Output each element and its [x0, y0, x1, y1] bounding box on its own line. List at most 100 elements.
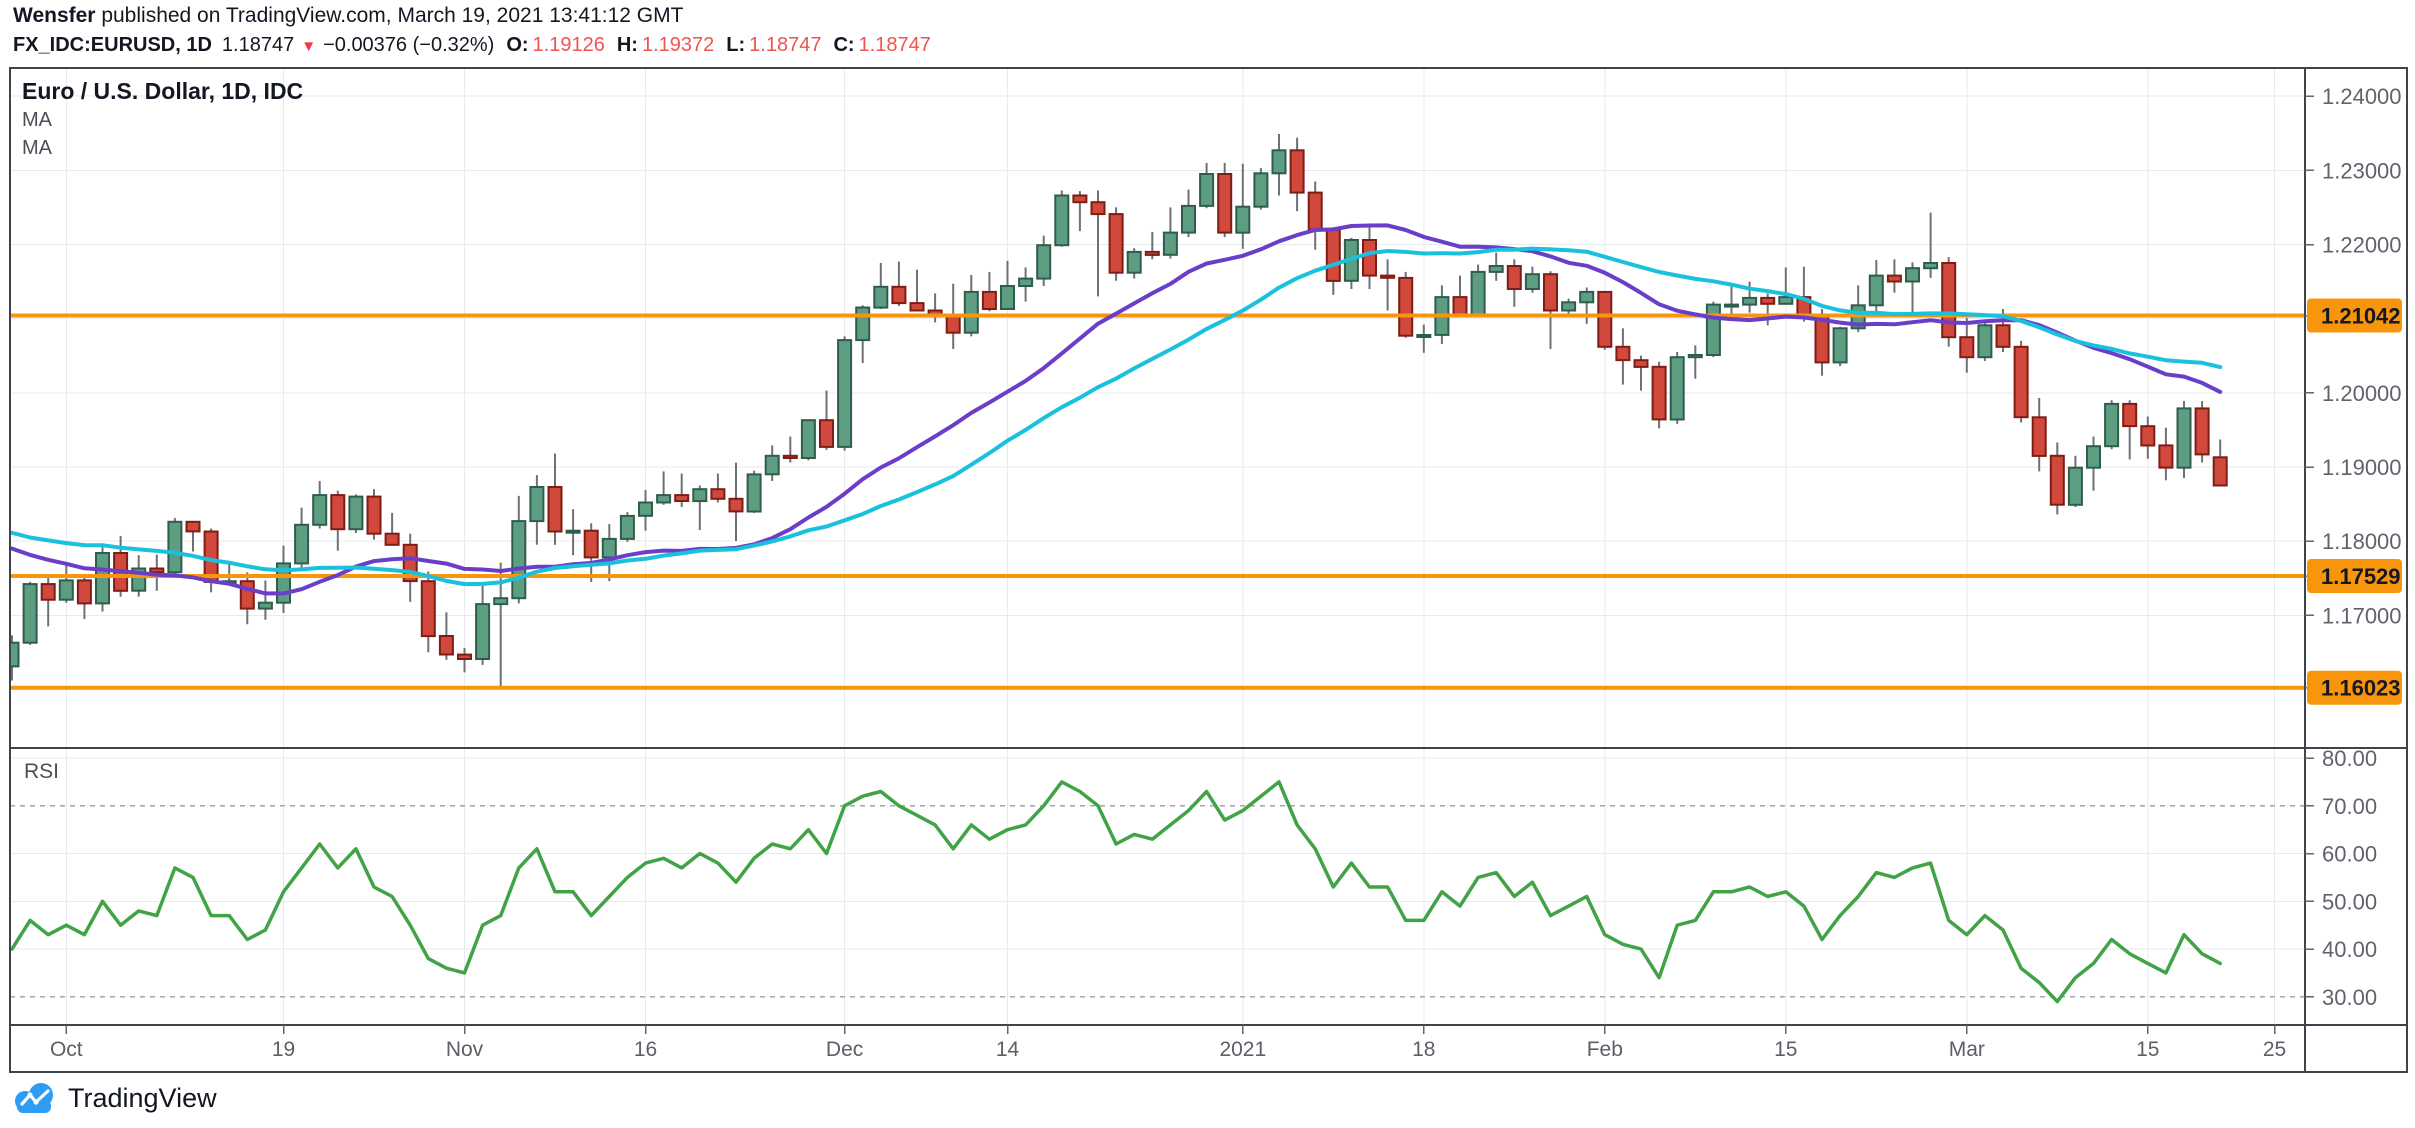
symbol-name: FX_IDC:EURUSD, 1D	[13, 34, 212, 56]
candle-up	[837, 339, 853, 448]
rsi-axis-label[interactable]: 30.00	[2322, 985, 2377, 1010]
rsi-axis-label[interactable]: 40.00	[2322, 937, 2377, 962]
candle-down	[2031, 416, 2047, 457]
symbol-status-line: FX_IDC:EURUSD, 1D 1.18747 ▼ −0.00376 (−0…	[13, 34, 931, 57]
candle-up	[1561, 301, 1577, 312]
candle-up	[2086, 445, 2101, 469]
chart-border	[9, 67, 2408, 1073]
svg-text:1.21042: 1.21042	[2321, 304, 2401, 329]
candle-up	[348, 495, 364, 531]
price-axis-label[interactable]: 1.20000	[2322, 381, 2402, 406]
candle-up	[11, 641, 20, 668]
candle-up	[1488, 265, 1504, 273]
candle-up	[601, 537, 617, 559]
candle-down	[1289, 149, 1305, 194]
price-axis-label[interactable]: 1.18000	[2322, 529, 2402, 554]
candle-down	[185, 520, 201, 533]
candle-up	[294, 523, 310, 565]
price-change: −0.00376 (−0.32%)	[323, 34, 495, 56]
candle-up	[1724, 303, 1739, 308]
candle-down	[819, 419, 834, 448]
candle-up	[529, 486, 545, 523]
time-axis-label[interactable]: Dec	[826, 1038, 863, 1061]
price-axis-label[interactable]: 1.22000	[2322, 233, 2402, 258]
candle-up	[1000, 285, 1015, 310]
time-axis-label[interactable]: Nov	[446, 1038, 484, 1061]
candle-up	[1868, 274, 1884, 307]
candle-up	[1832, 327, 1848, 364]
time-axis-label[interactable]: Oct	[50, 1038, 83, 1061]
tradingview-logo[interactable]: TradingView	[10, 1080, 217, 1116]
candle-up	[1271, 149, 1287, 175]
candle-up	[764, 454, 780, 476]
candle-up	[1199, 173, 1215, 207]
time-axis-label[interactable]: Mar	[1949, 1038, 1985, 1061]
time-axis[interactable]	[10, 1025, 2305, 1072]
candle-up	[58, 579, 74, 601]
candle-up	[1778, 296, 1794, 305]
rsi-axis-label[interactable]: 60.00	[2322, 842, 2377, 867]
candle-up	[1416, 334, 1432, 338]
candle-down	[1597, 290, 1613, 348]
rsi-axis-label[interactable]: 80.00	[2322, 746, 2377, 771]
candle-up	[1018, 277, 1034, 288]
time-axis-label[interactable]: 16	[634, 1038, 657, 1061]
time-axis-label[interactable]: 25	[2263, 1038, 2286, 1061]
candle-down	[1633, 359, 1649, 368]
rsi-axis-label[interactable]: 70.00	[2322, 794, 2377, 819]
candle-up	[1235, 205, 1251, 234]
candle-up	[746, 473, 762, 513]
candle-up	[800, 419, 816, 460]
price-level-label: 1.21042	[2307, 298, 2402, 333]
candle-up	[963, 290, 979, 334]
brand-text: TradingView	[68, 1082, 217, 1113]
candle-up	[638, 501, 653, 517]
candle-up	[1253, 172, 1269, 208]
price-axis-label[interactable]: 1.19000	[2322, 455, 2402, 480]
candle-down	[438, 635, 454, 656]
candle-down	[1506, 265, 1522, 290]
ma-line-fast	[10, 223, 2223, 596]
price-axis-label[interactable]: 1.23000	[2322, 158, 2402, 183]
price-axis-label[interactable]: 1.24000	[2322, 84, 2402, 109]
time-axis-label[interactable]: 14	[996, 1038, 1020, 1061]
ma-indicator-label: MA	[22, 109, 52, 131]
candle-down	[1760, 296, 1776, 305]
candle-up	[1054, 194, 1070, 247]
time-axis-label[interactable]: 2021	[1219, 1038, 1266, 1061]
low-label: L:	[726, 34, 746, 56]
candle-up	[1923, 262, 1939, 270]
rsi-pane[interactable]	[10, 748, 2305, 1025]
candle-down	[1995, 324, 2011, 348]
candle-down	[2158, 444, 2174, 469]
down-triangle-icon: ▼	[301, 38, 317, 55]
chart-legend: Euro / U.S. Dollar, 1D, IDC MA MA	[22, 76, 303, 162]
rsi-indicator-label: RSI	[24, 760, 60, 783]
gridlines	[10, 68, 2305, 1025]
candle-up	[2176, 407, 2192, 469]
rsi-axis-label[interactable]: 50.00	[2322, 889, 2377, 914]
candle-up	[493, 597, 509, 606]
candle-down	[1362, 239, 1377, 277]
candle-down	[2194, 407, 2210, 456]
candle-up	[1524, 273, 1540, 291]
candle-up	[692, 488, 708, 503]
candle-up	[873, 285, 889, 309]
candle-down	[2212, 456, 2228, 487]
time-axis-label[interactable]: 19	[272, 1038, 295, 1061]
time-axis-label[interactable]: Feb	[1587, 1038, 1623, 1061]
candle-up	[1742, 296, 1758, 306]
ma-line-slow	[10, 246, 2223, 587]
price-axis[interactable]	[2305, 68, 2407, 1072]
low-value: 1.18747	[749, 34, 822, 56]
high-label: H:	[616, 34, 638, 56]
time-axis-label[interactable]: 15	[1774, 1038, 1797, 1061]
price-axis-label[interactable]: 1.17000	[2322, 603, 2402, 628]
time-axis-label[interactable]: 15	[2136, 1038, 2159, 1061]
candle-down	[149, 567, 165, 574]
publish-info: Wensfer published on TradingView.com, Ma…	[13, 4, 683, 28]
time-axis-label[interactable]: 18	[1412, 1038, 1435, 1061]
candle-down	[366, 495, 382, 535]
price-pane[interactable]	[10, 68, 2305, 748]
